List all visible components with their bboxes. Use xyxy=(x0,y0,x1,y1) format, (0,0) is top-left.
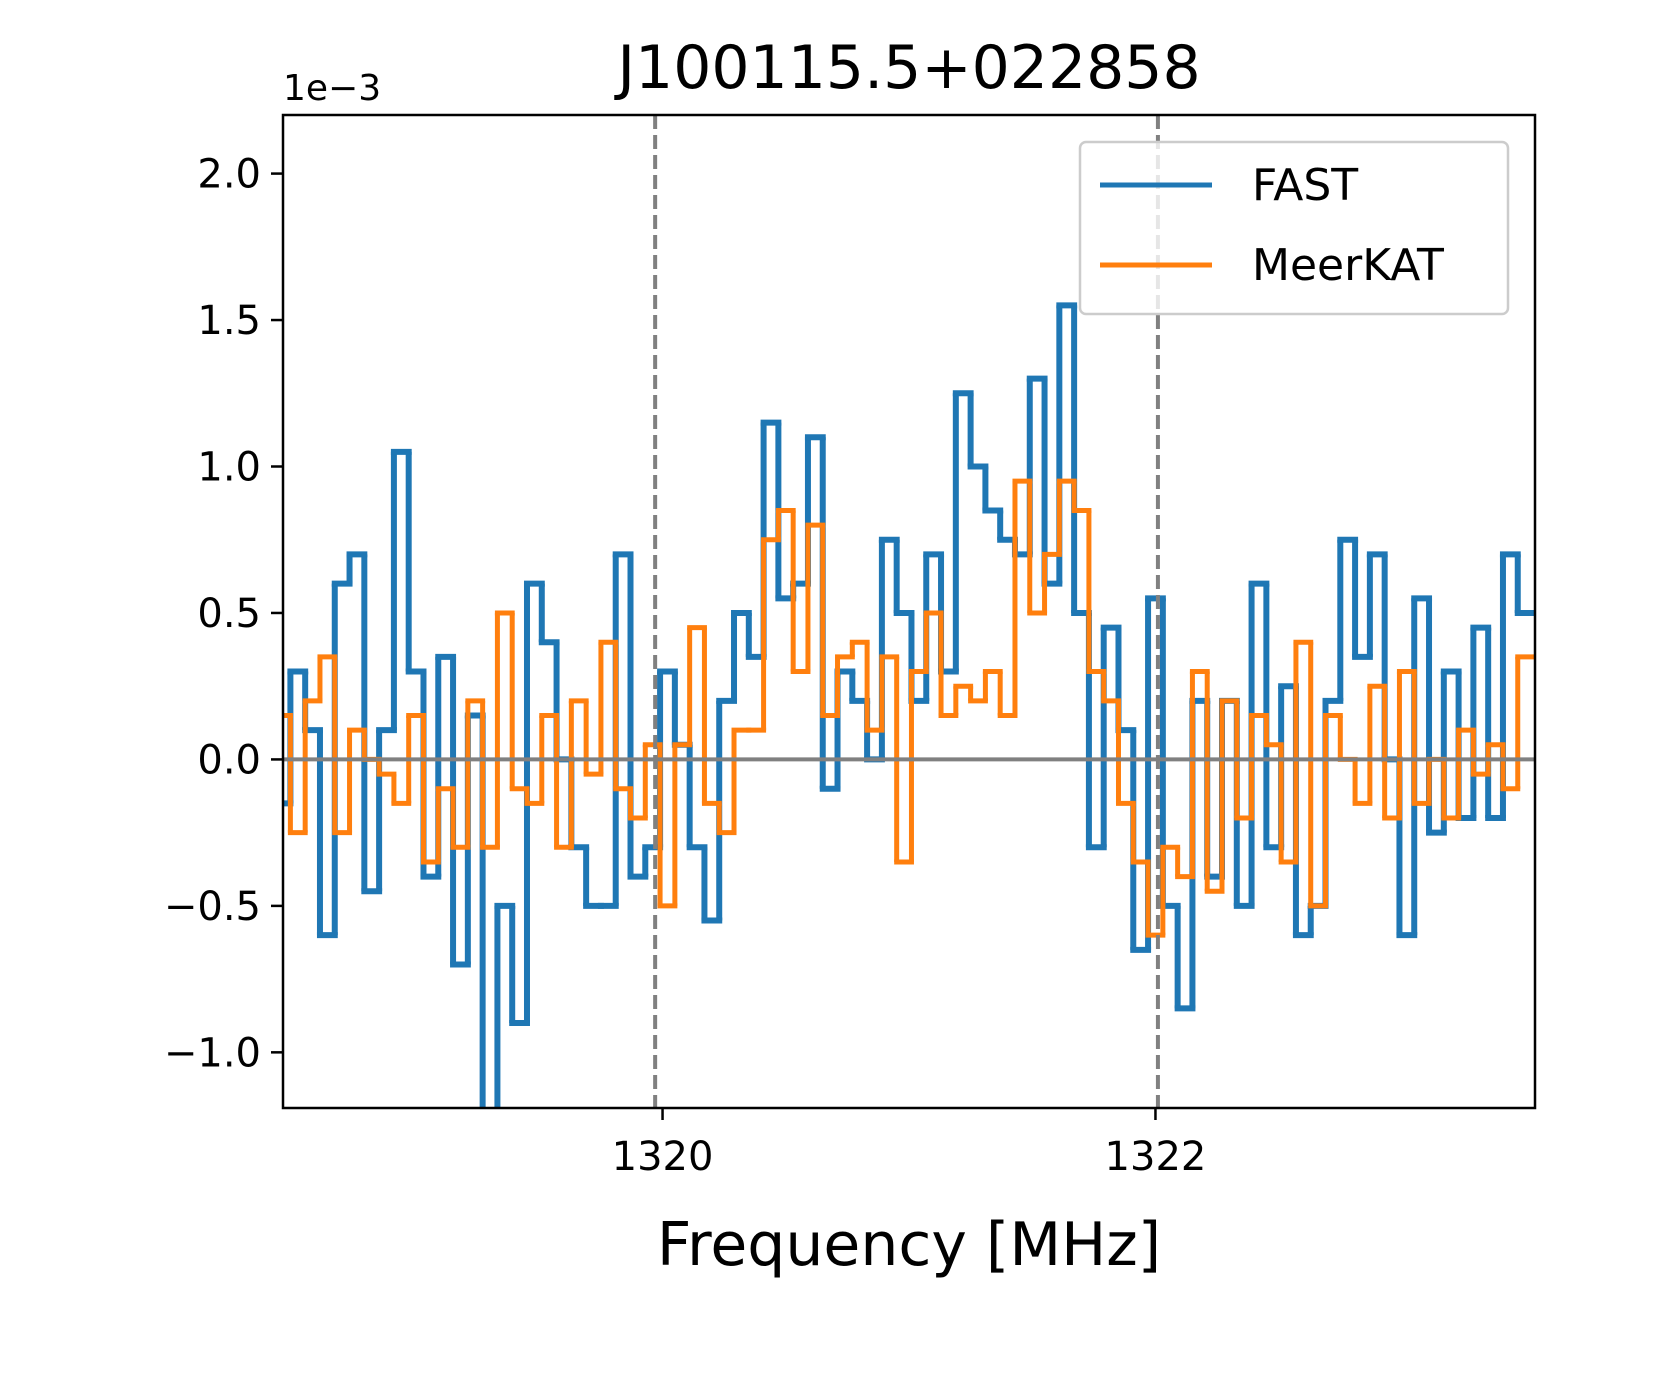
step-connector xyxy=(287,481,1521,936)
y-tick-label: 1.5 xyxy=(197,298,261,344)
y-tick-label: −0.5 xyxy=(164,884,261,930)
legend-label: FAST xyxy=(1252,160,1358,211)
legend: FAST MeerKAT xyxy=(1078,140,1510,316)
x-axis-label: Frequency [MHz] xyxy=(657,1210,1161,1280)
offset-text: 1e−3 xyxy=(283,68,381,109)
y-tick-label: −1.0 xyxy=(164,1030,261,1076)
axes-frame xyxy=(281,113,1537,1110)
y-tick-label: 0.5 xyxy=(197,591,261,637)
chart-title: J100115.5+022858 xyxy=(613,33,1200,103)
overlay: −1.0 −0.5 0.0 0.5 1.0 1.5 2.0 1320 1322 FAST MeerK… xyxy=(164,113,1537,1180)
y-tick-label: 0.0 xyxy=(197,737,261,783)
x-tick-label: 1322 xyxy=(1105,1134,1207,1180)
y-tick-label: 2.0 xyxy=(197,152,261,198)
legend-label: MeerKAT xyxy=(1252,240,1444,291)
series-1 xyxy=(283,478,1535,938)
y-tick-label: 1.0 xyxy=(197,445,261,491)
plot-area xyxy=(283,302,1535,1108)
x-tick-label: 1320 xyxy=(612,1134,714,1180)
